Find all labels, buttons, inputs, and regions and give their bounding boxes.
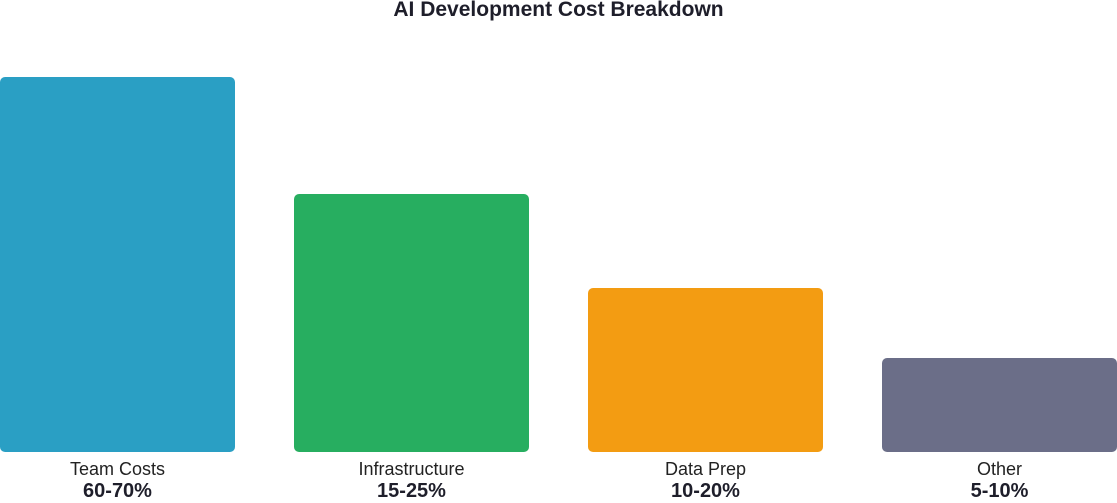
- bar-data-prep: [588, 287, 823, 452]
- category-label: Infrastructure: [358, 459, 465, 479]
- category-label: Team Costs: [69, 459, 166, 479]
- chart-title: AI Development Cost Breakdown: [393, 0, 724, 21]
- bar-infrastructure: [294, 194, 529, 452]
- category-label: Other: [976, 459, 1023, 479]
- value-label: 10-20%: [671, 480, 740, 502]
- category-label: Data Prep: [664, 459, 747, 479]
- bar-other: [882, 358, 1117, 452]
- bar-team-costs: [0, 76, 235, 452]
- value-label: 60-70%: [83, 480, 152, 502]
- value-label: 15-25%: [377, 480, 446, 502]
- value-label: 5-10%: [970, 480, 1029, 502]
